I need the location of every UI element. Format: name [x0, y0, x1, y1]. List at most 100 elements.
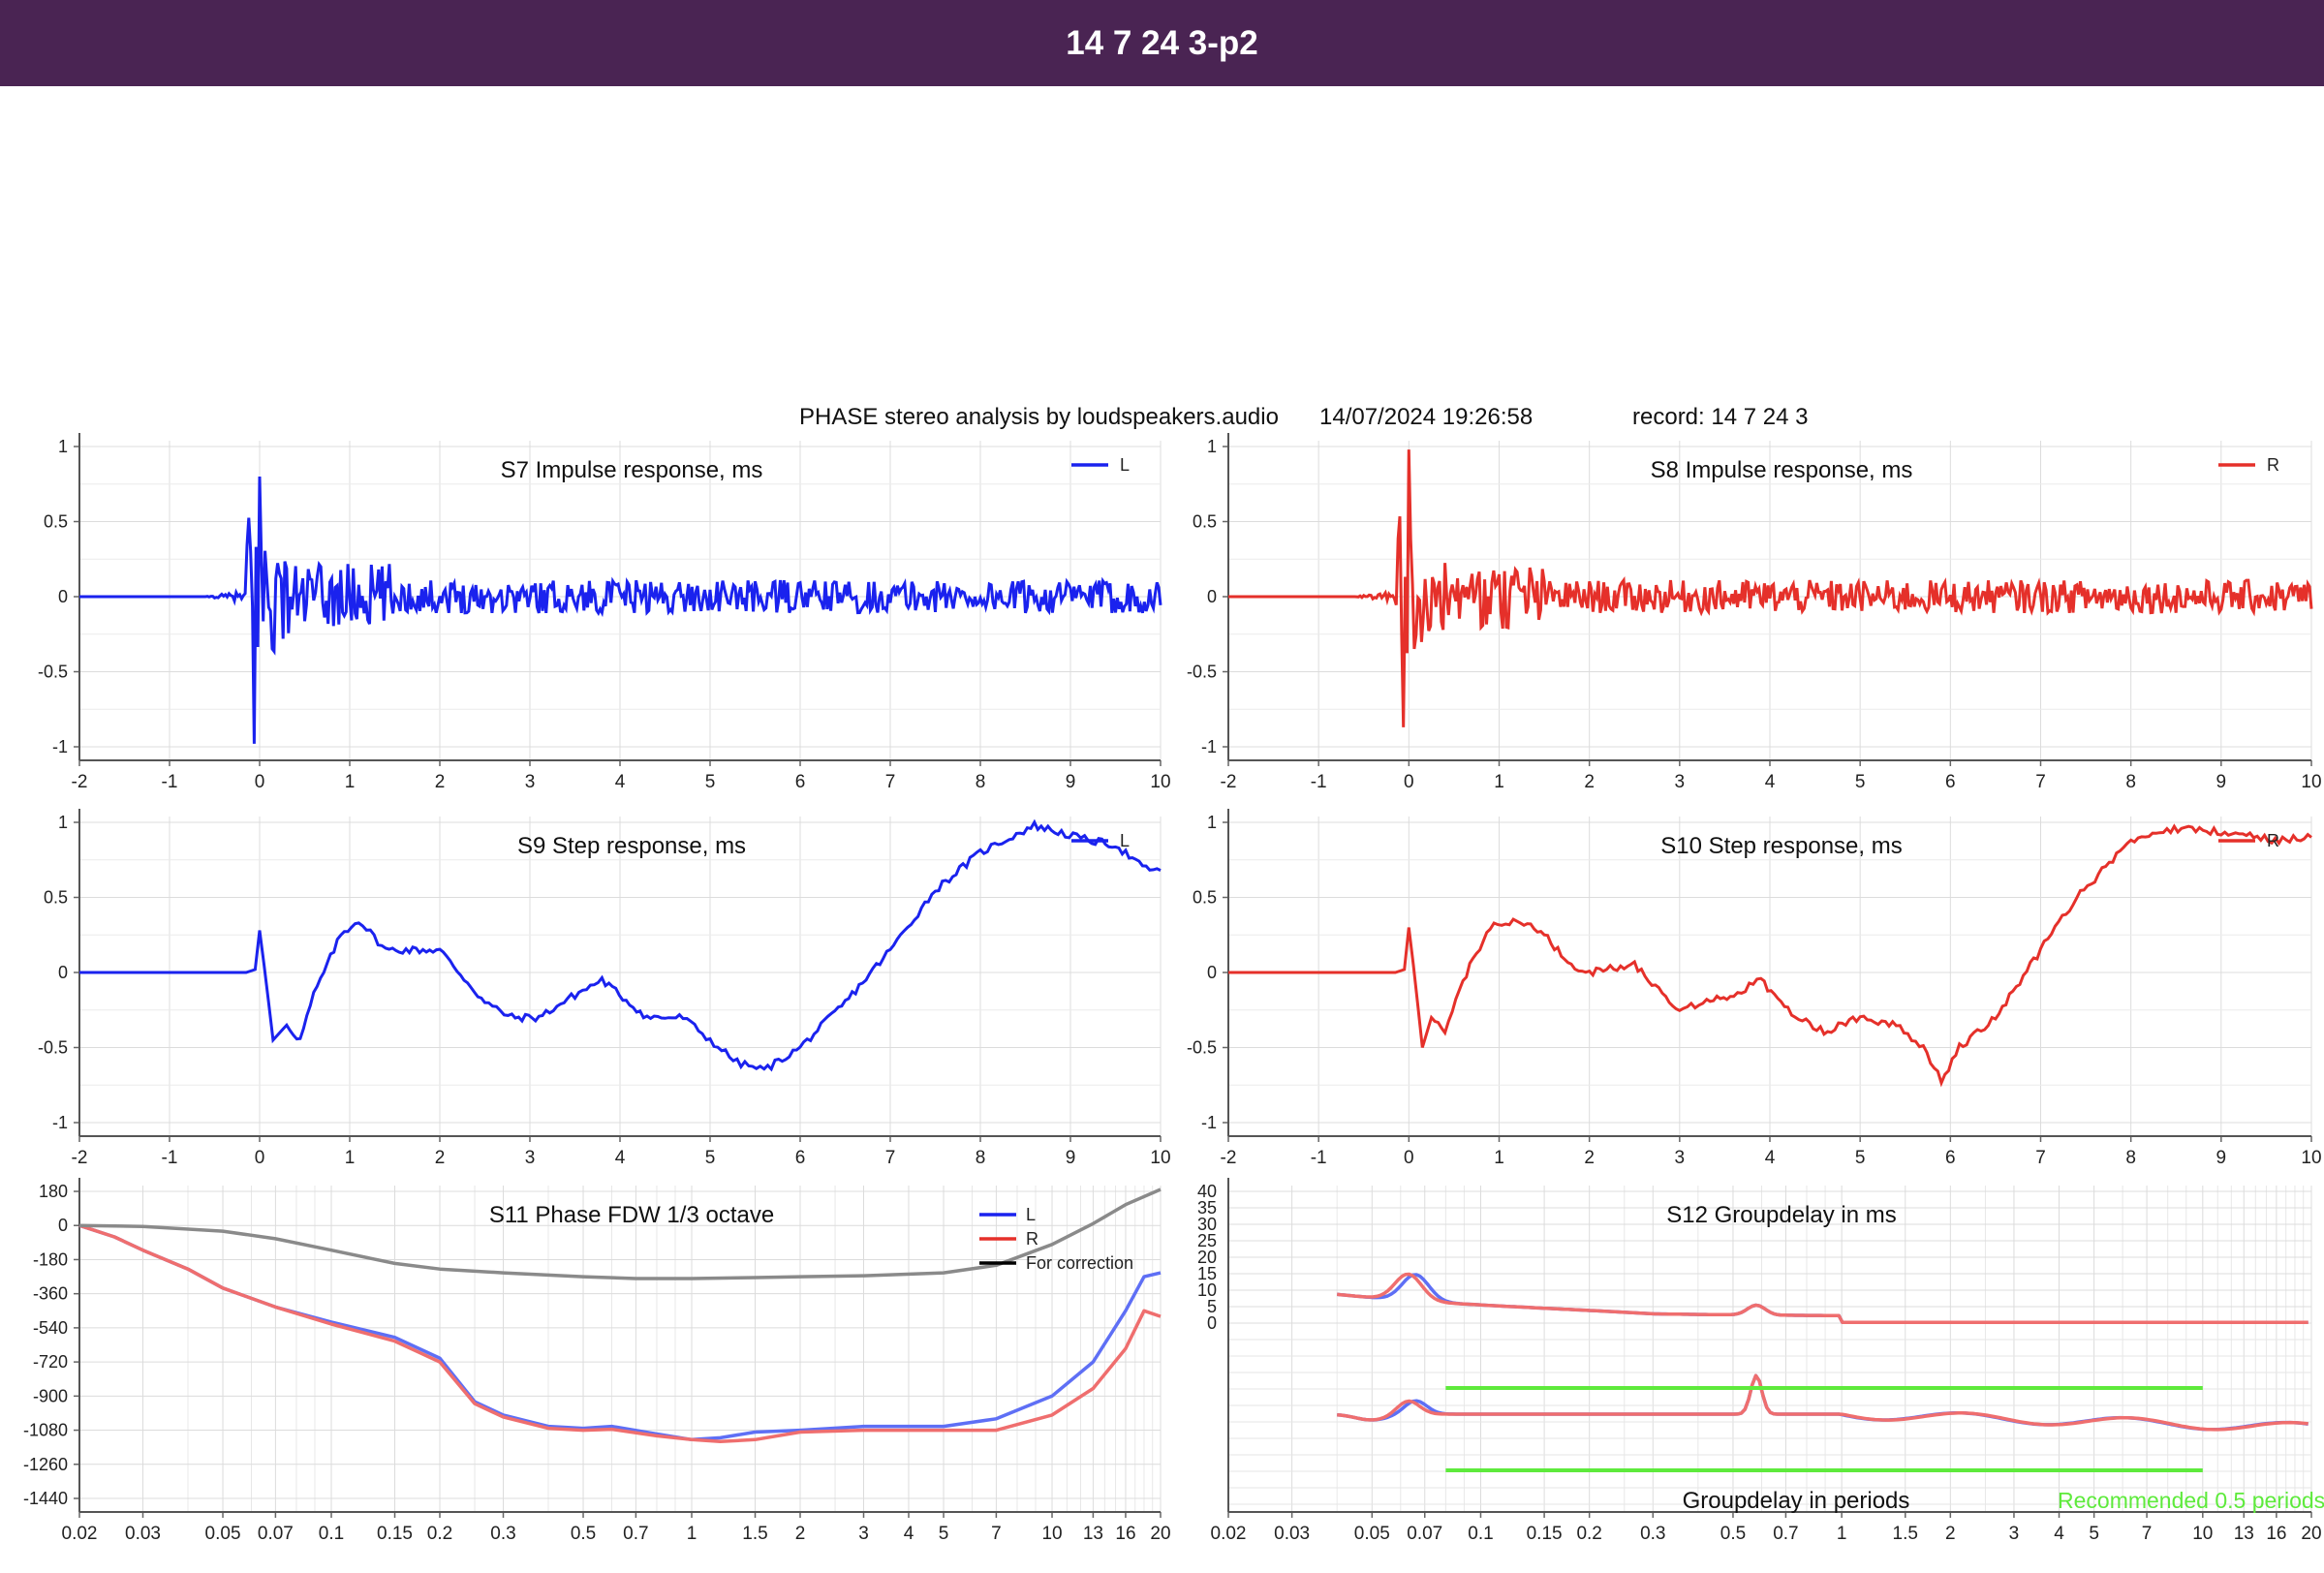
x-tick-label: 0.15 — [1527, 1524, 1563, 1544]
legend-label-l: L — [1026, 1205, 1036, 1224]
y-tick-label: 0 — [1207, 1313, 1217, 1333]
x-tick-label: 3 — [2009, 1524, 2020, 1544]
x-tick-label: 7 — [2142, 1524, 2153, 1544]
x-tick-label: 1 — [1494, 772, 1504, 792]
x-tick-label: 2 — [1945, 1524, 1956, 1544]
y-tick-label: 5 — [1207, 1297, 1217, 1316]
series-l-line — [78, 1223, 1162, 1442]
y-tick-label: 0 — [58, 963, 68, 982]
y-tick-label: -0.5 — [38, 663, 68, 682]
x-tick-label: 0.1 — [1468, 1524, 1493, 1544]
x-tick-label: 0.3 — [1640, 1524, 1665, 1544]
x-tick-label: 5 — [939, 1524, 949, 1544]
x-tick-label: 2 — [1584, 1148, 1595, 1168]
x-tick-label: 5 — [705, 1148, 716, 1168]
y-tick-label: -1 — [52, 1113, 68, 1132]
x-tick-label: 7 — [2035, 772, 2046, 792]
gd-ms-R-line — [1337, 1272, 2309, 1325]
y-tick-label: -1260 — [23, 1455, 68, 1474]
x-tick-label: 3 — [1675, 772, 1686, 792]
x-tick-label: -2 — [1221, 772, 1237, 792]
x-tick-label: -2 — [72, 772, 88, 792]
y-tick-label: 0.5 — [44, 888, 68, 908]
y-tick-label: 0 — [58, 587, 68, 606]
x-tick-label: 2 — [795, 1524, 806, 1544]
x-tick-label: 0.03 — [125, 1524, 161, 1544]
y-tick-label: 30 — [1197, 1215, 1217, 1234]
x-tick-label: 9 — [2216, 1148, 2227, 1168]
y-tick-label: -180 — [33, 1249, 68, 1269]
x-tick-label: 7 — [2035, 1148, 2046, 1168]
series-for-correction-line — [78, 1187, 1162, 1280]
x-tick-label: 2 — [435, 772, 446, 792]
recommended-label: Recommended 0.5 periods — [2058, 1488, 2324, 1513]
x-tick-label: -2 — [1221, 1148, 1237, 1168]
y-tick-label: 0.5 — [1193, 888, 1217, 908]
title-bar: 14 7 24 3-p2 — [0, 0, 2324, 86]
x-tick-label: 5 — [2089, 1524, 2099, 1544]
x-tick-label: 1 — [687, 1524, 697, 1544]
plot-title: S9 Step response, ms — [517, 833, 746, 859]
x-tick-label: 0.15 — [377, 1524, 413, 1544]
groupdelay-periods-label: Groupdelay in periods — [1683, 1488, 1910, 1514]
series-r-line — [78, 1223, 1162, 1444]
y-tick-label: 0.5 — [1193, 512, 1217, 532]
plot-title: S10 Step response, ms — [1660, 833, 1902, 859]
x-tick-label: -2 — [72, 1148, 88, 1168]
x-tick-label: 0.5 — [1720, 1524, 1746, 1544]
x-tick-label: 4 — [615, 772, 626, 792]
legend-R-label: R — [2267, 831, 2279, 850]
x-tick-label: 10 — [1150, 1148, 1170, 1168]
y-tick-label: 1 — [58, 437, 68, 456]
x-tick-label: 10 — [2301, 1148, 2321, 1168]
x-tick-label: 1 — [1837, 1524, 1847, 1544]
x-tick-label: 0.2 — [427, 1524, 452, 1544]
x-tick-label: 20 — [1150, 1524, 1170, 1544]
gd-periods-R-line — [1337, 1373, 2309, 1432]
y-tick-label: -900 — [33, 1386, 68, 1405]
x-tick-label: 1.5 — [742, 1524, 767, 1544]
x-tick-label: 7 — [885, 1148, 896, 1168]
header-app: PHASE stereo analysis by loudspeakers.au… — [799, 404, 1279, 430]
series-L-line — [79, 476, 1162, 744]
series-R-line — [1228, 449, 2313, 727]
y-tick-label: -1 — [1201, 1113, 1217, 1132]
y-tick-label: 0 — [58, 1216, 68, 1235]
x-tick-label: 0.07 — [1407, 1524, 1442, 1544]
y-tick-label: 10 — [1197, 1280, 1217, 1300]
x-tick-label: 10 — [2301, 772, 2321, 792]
plot-s11: 0.02 0.03 0.05 0.07 0.1 0.15 0.2 0.3 0.5 0.7 1 1.5 2… — [23, 1178, 1171, 1544]
x-tick-label: 13 — [2234, 1524, 2254, 1544]
x-tick-label: 3 — [525, 772, 536, 792]
x-tick-label: 0.2 — [1576, 1524, 1601, 1544]
x-tick-label: 8 — [2125, 772, 2136, 792]
x-tick-label: 8 — [976, 1148, 986, 1168]
legend-L-label: L — [1120, 455, 1130, 475]
y-tick-label: -1 — [1201, 737, 1217, 756]
series-R-line — [1228, 823, 2312, 1088]
x-tick-label: -1 — [162, 772, 178, 792]
x-tick-label: 7 — [885, 772, 896, 792]
y-tick-label: 1 — [1207, 437, 1217, 456]
y-tick-label: 15 — [1197, 1264, 1217, 1283]
y-tick-label: -1440 — [23, 1489, 68, 1508]
y-tick-label: -0.5 — [1187, 663, 1217, 682]
x-tick-label: 0.05 — [205, 1524, 241, 1544]
y-tick-label: -720 — [33, 1352, 68, 1372]
series-L-line — [79, 818, 1162, 1072]
x-tick-label: 1 — [345, 1148, 356, 1168]
header-datetime: 14/07/2024 19:26:58 — [1319, 404, 1533, 430]
x-tick-label: 6 — [1945, 772, 1956, 792]
legend-R-label: R — [2267, 455, 2279, 475]
x-tick-label: 1 — [345, 772, 356, 792]
plot-s12: 0.02 0.03 0.05 0.07 0.1 0.15 0.2 0.3 0.5 0.7 1 1.5 2… — [1197, 1178, 2324, 1544]
x-tick-label: 16 — [2266, 1524, 2286, 1544]
header-record: record: 14 7 24 3 — [1632, 404, 1808, 430]
x-tick-label: 4 — [1765, 772, 1776, 792]
x-tick-label: 0 — [1404, 772, 1414, 792]
plot-title: S8 Impulse response, ms — [1651, 457, 1913, 483]
x-tick-label: 6 — [1945, 1148, 1956, 1168]
